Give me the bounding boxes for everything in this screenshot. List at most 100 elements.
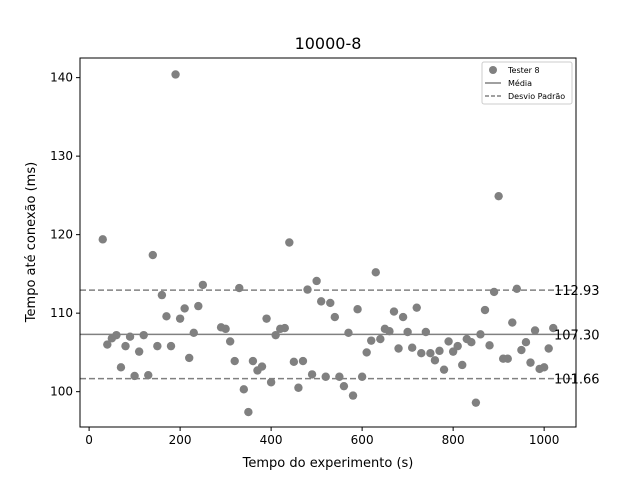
legend: Tester 8 Média Desvio Padrão — [481, 61, 573, 105]
legend-label: Desvio Padrão — [508, 92, 565, 101]
data-point — [307, 370, 317, 379]
x-axis-label: Tempo do experimento (s) — [242, 456, 414, 471]
x-tick-label: 600 — [351, 433, 374, 447]
data-point — [385, 327, 394, 336]
data-point — [185, 353, 194, 363]
data-point — [239, 385, 249, 394]
data-point — [357, 372, 367, 381]
data-point — [512, 284, 522, 294]
data-point — [549, 323, 558, 333]
data-point — [271, 330, 280, 340]
data-point — [153, 341, 162, 351]
x-tick-label: 200 — [169, 433, 192, 447]
data-point — [435, 346, 444, 356]
data-point — [257, 362, 267, 371]
data-point — [326, 298, 335, 308]
data-point — [148, 250, 158, 260]
legend-label: Tester 8 — [507, 66, 540, 75]
data-point — [116, 363, 126, 372]
data-point — [194, 301, 203, 311]
data-point — [398, 312, 408, 322]
data-point — [189, 328, 198, 337]
data-point — [230, 356, 239, 366]
data-point — [494, 191, 503, 201]
data-point — [198, 280, 208, 290]
data-point — [348, 391, 358, 400]
data-point — [303, 285, 312, 294]
data-points — [98, 70, 558, 417]
data-point — [371, 268, 380, 277]
data-point — [376, 334, 385, 344]
data-point — [335, 372, 344, 381]
y-tick-label: 110 — [50, 306, 73, 320]
data-point — [244, 407, 253, 417]
data-point — [521, 338, 531, 347]
data-point — [112, 330, 121, 340]
data-point — [403, 327, 412, 337]
data-point — [485, 341, 494, 350]
data-point — [530, 326, 540, 335]
legend-label: Média — [508, 78, 532, 88]
data-point — [225, 337, 235, 346]
data-point — [125, 332, 135, 341]
reference-line-label: 107.30 — [554, 328, 600, 343]
data-point — [98, 235, 107, 244]
data-point — [180, 304, 189, 313]
data-point — [285, 238, 294, 247]
data-point — [235, 283, 244, 293]
y-tick-label: 100 — [50, 385, 73, 399]
x-tick-label: 400 — [260, 433, 283, 447]
data-point — [130, 371, 139, 381]
x-axis-ticks: 0 200 400 600 800 1000 — [85, 427, 559, 447]
data-point — [508, 318, 517, 327]
data-point — [458, 360, 467, 370]
data-point — [312, 276, 321, 286]
data-point — [526, 358, 535, 367]
data-point — [162, 312, 171, 321]
data-point — [417, 349, 426, 358]
data-point — [471, 398, 481, 407]
data-point — [166, 341, 176, 351]
legend-marker-icon — [489, 66, 497, 74]
y-tick-label: 140 — [50, 71, 73, 85]
y-axis-ticks: 100 110 120 130 140 — [50, 71, 80, 399]
data-point — [503, 354, 512, 363]
x-tick-label: 800 — [442, 433, 465, 447]
data-point — [544, 344, 553, 353]
data-point — [266, 378, 276, 387]
data-point — [426, 349, 435, 358]
legend-box — [481, 61, 573, 105]
data-point — [421, 327, 431, 337]
data-point — [289, 357, 299, 367]
x-tick-label: 0 — [85, 433, 93, 447]
data-point — [175, 314, 185, 323]
reference-line-label: 101.66 — [554, 373, 600, 388]
data-point — [439, 365, 449, 374]
data-point — [344, 328, 353, 337]
reference-line-labels: 107.30 112.93 101.66 — [554, 284, 600, 387]
data-point — [221, 324, 230, 334]
data-point — [330, 312, 340, 322]
data-point — [321, 372, 330, 381]
data-point — [467, 338, 476, 347]
reference-line-label: 112.93 — [554, 284, 600, 299]
data-point — [430, 356, 440, 365]
data-point — [476, 330, 485, 339]
data-point — [539, 363, 549, 372]
data-point — [353, 305, 362, 314]
chart-title: 10000-8 — [295, 34, 362, 53]
data-point — [480, 305, 490, 315]
data-point — [121, 341, 130, 351]
data-point — [407, 343, 417, 352]
data-point — [262, 314, 271, 323]
data-point — [362, 348, 371, 357]
data-point — [139, 330, 148, 340]
data-point — [517, 345, 526, 355]
data-point — [444, 337, 453, 346]
data-point — [298, 356, 308, 366]
data-point — [394, 344, 403, 353]
plot-frame — [79, 57, 577, 428]
data-point — [280, 323, 289, 333]
x-tick-label: 1000 — [529, 433, 560, 447]
